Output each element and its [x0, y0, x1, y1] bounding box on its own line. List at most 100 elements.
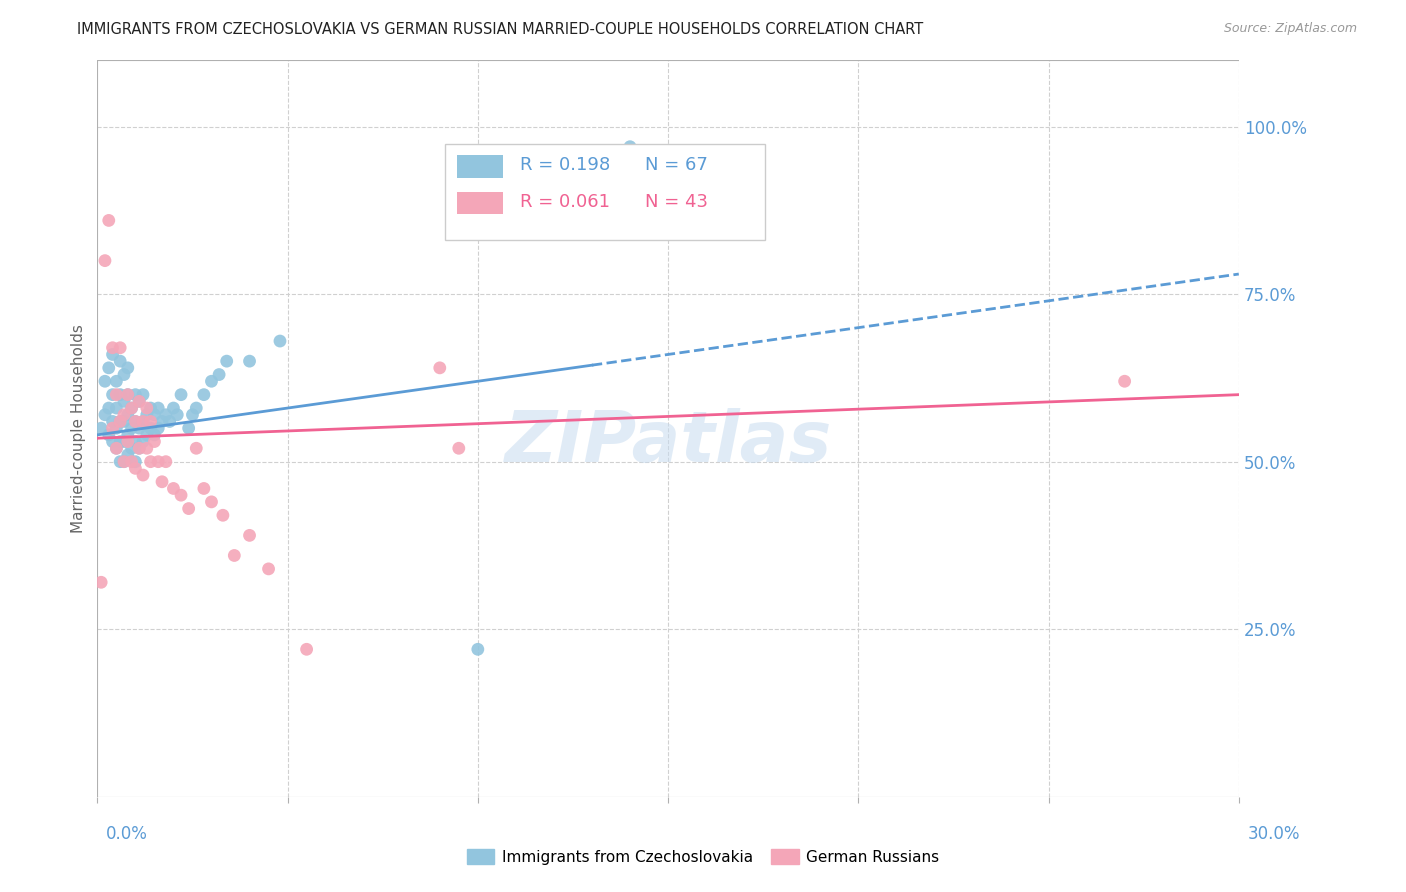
Point: [112, 414, 135, 428]
Point: [97, 428, 120, 442]
Point: [97, 401, 120, 415]
Point: [132, 414, 155, 428]
Point: [112, 394, 135, 409]
Point: [135, 408, 157, 422]
Point: [112, 434, 135, 449]
Point: [101, 347, 124, 361]
Point: [121, 401, 143, 415]
Point: [124, 387, 146, 401]
Y-axis label: Married-couple Households: Married-couple Households: [72, 324, 86, 533]
Point: [139, 414, 162, 428]
Point: [117, 448, 139, 462]
Point: [155, 408, 177, 422]
Text: IMMIGRANTS FROM CZECHOSLOVAKIA VS GERMAN RUSSIAN MARRIED-COUPLE HOUSEHOLDS CORRE: IMMIGRANTS FROM CZECHOSLOVAKIA VS GERMAN…: [77, 22, 924, 37]
Point: [112, 455, 135, 469]
Point: [139, 401, 162, 415]
Point: [124, 414, 146, 428]
Point: [200, 374, 222, 388]
Point: [128, 442, 150, 456]
Point: [112, 455, 135, 469]
Point: [257, 562, 280, 576]
Point: [143, 408, 166, 422]
Point: [124, 414, 146, 428]
Point: [224, 549, 246, 563]
Text: 30.0%: 30.0%: [1249, 825, 1301, 843]
Point: [128, 421, 150, 435]
Point: [112, 368, 135, 382]
Text: R = 0.198: R = 0.198: [520, 156, 610, 174]
Point: [150, 475, 173, 489]
Text: ZIPatlas: ZIPatlas: [505, 409, 832, 477]
Text: 0.0%: 0.0%: [105, 825, 148, 843]
Point: [97, 213, 120, 227]
Point: [101, 434, 124, 449]
Point: [105, 374, 128, 388]
Point: [212, 508, 235, 523]
Point: [150, 414, 173, 428]
Point: [162, 482, 184, 496]
Point: [295, 642, 318, 657]
Point: [170, 488, 193, 502]
Point: [117, 408, 139, 422]
Point: [128, 394, 150, 409]
Point: [429, 360, 451, 375]
Point: [132, 414, 155, 428]
Point: [108, 354, 131, 368]
Point: [94, 408, 117, 422]
FancyBboxPatch shape: [457, 193, 502, 214]
Point: [143, 428, 166, 442]
Legend: Immigrants from Czechoslovakia, German Russians: Immigrants from Czechoslovakia, German R…: [460, 843, 946, 871]
Point: [94, 374, 117, 388]
Point: [121, 421, 143, 435]
Point: [108, 387, 131, 401]
Text: N = 67: N = 67: [645, 156, 709, 174]
Point: [148, 401, 170, 415]
Point: [108, 414, 131, 428]
Point: [162, 401, 184, 415]
Point: [139, 455, 162, 469]
Point: [117, 387, 139, 401]
Point: [135, 428, 157, 442]
Point: [121, 401, 143, 415]
Point: [128, 442, 150, 456]
Point: [238, 528, 260, 542]
Point: [135, 401, 157, 415]
Text: Source: ZipAtlas.com: Source: ZipAtlas.com: [1223, 22, 1357, 36]
Point: [121, 442, 143, 456]
Point: [90, 575, 112, 590]
Point: [117, 387, 139, 401]
Point: [108, 455, 131, 469]
Point: [105, 401, 128, 415]
Point: [101, 414, 124, 428]
Point: [186, 401, 208, 415]
Point: [170, 387, 193, 401]
Point: [117, 360, 139, 375]
Point: [124, 455, 146, 469]
FancyBboxPatch shape: [446, 145, 765, 240]
Point: [181, 408, 204, 422]
Point: [112, 408, 135, 422]
Point: [105, 421, 128, 435]
Point: [108, 414, 131, 428]
Point: [166, 408, 188, 422]
Point: [193, 387, 215, 401]
Point: [90, 421, 112, 435]
Point: [101, 387, 124, 401]
Point: [97, 360, 120, 375]
Point: [148, 455, 170, 469]
Text: R = 0.061: R = 0.061: [520, 193, 610, 211]
Point: [117, 428, 139, 442]
Point: [132, 434, 155, 449]
Point: [139, 421, 162, 435]
Point: [124, 434, 146, 449]
Point: [200, 495, 222, 509]
Point: [132, 468, 155, 483]
Text: N = 43: N = 43: [645, 193, 709, 211]
Point: [105, 442, 128, 456]
Point: [132, 387, 155, 401]
Point: [1114, 374, 1136, 388]
Point: [177, 421, 200, 435]
Point: [143, 434, 166, 449]
Point: [121, 455, 143, 469]
FancyBboxPatch shape: [457, 155, 502, 178]
